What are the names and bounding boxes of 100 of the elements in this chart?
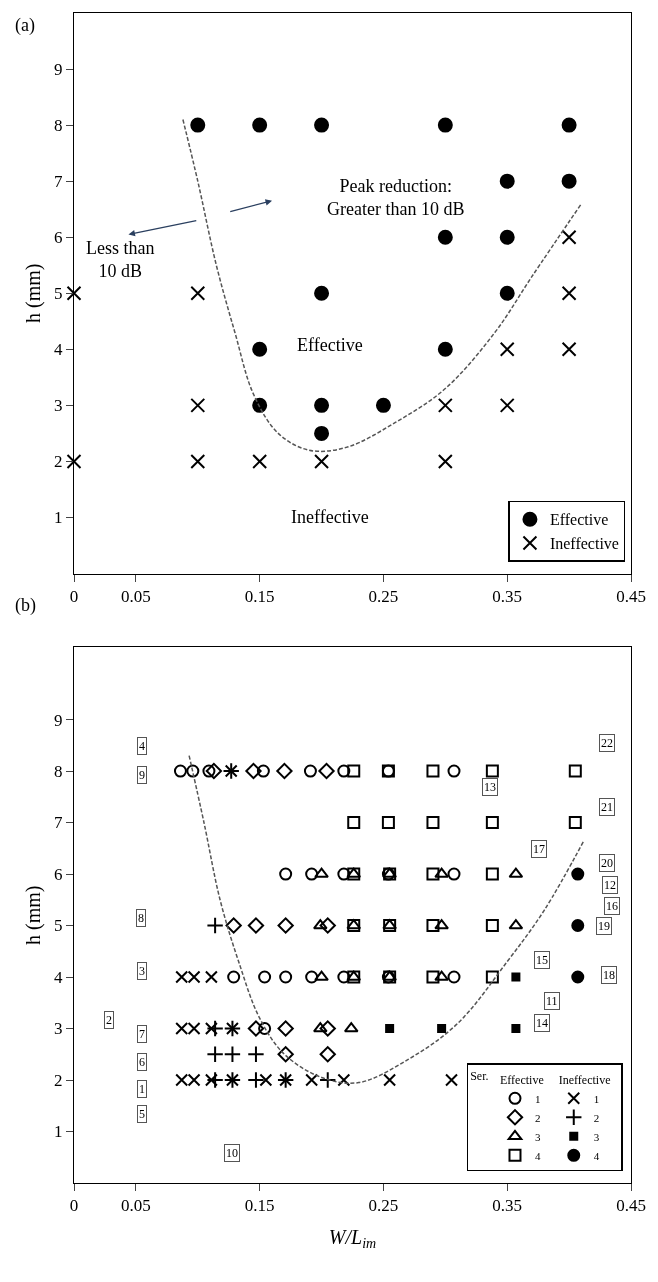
point: [190, 397, 206, 413]
point: [499, 397, 515, 413]
annotation: 3: [139, 964, 145, 978]
point: [314, 970, 329, 981]
point: [303, 764, 317, 778]
point: [561, 229, 577, 245]
point: [247, 917, 265, 934]
annotation: 12: [604, 878, 616, 892]
point: [252, 117, 268, 133]
x-tick-label: 0.05: [121, 586, 151, 606]
point: [426, 970, 440, 984]
point: [252, 453, 268, 469]
point: [485, 970, 499, 984]
y-tick-label: 4: [54, 340, 64, 360]
y-tick-label: 9: [54, 60, 63, 79]
point: [447, 764, 461, 778]
point: [434, 970, 449, 981]
legend-label: 2: [534, 1111, 541, 1124]
point: [277, 1020, 294, 1037]
x-tick-label: 0: [69, 1196, 79, 1216]
annotation: 20: [601, 856, 613, 870]
x-tick-label: 0: [69, 586, 79, 606]
point: [445, 1073, 459, 1087]
point: [259, 1073, 273, 1087]
point: [485, 764, 499, 778]
point: [561, 285, 577, 301]
x-tick-label: 0.45: [616, 586, 646, 606]
point: [225, 917, 242, 934]
annotation: 18: [603, 968, 615, 982]
point: [561, 173, 577, 189]
point: [314, 425, 330, 441]
point: [319, 1046, 336, 1063]
point: [252, 397, 268, 413]
point: [258, 970, 272, 984]
chart-title: (a): [15, 15, 35, 36]
point: [337, 1073, 351, 1087]
point: [571, 919, 585, 933]
annotation: Peak reduction: Greater than 10 dB: [327, 176, 465, 220]
annotation: 2: [106, 1013, 112, 1027]
x-tick-label: 0.45: [616, 1196, 646, 1216]
annotation: 4: [139, 739, 145, 753]
point: [190, 453, 206, 469]
point: [186, 764, 200, 778]
point: [318, 762, 335, 780]
point: [447, 867, 461, 881]
point: [437, 453, 453, 469]
y-tick-label: 5: [54, 916, 63, 936]
point: [381, 816, 395, 830]
chart-title: (b): [15, 595, 36, 616]
y-tick-label: 2: [54, 1070, 63, 1090]
point: [571, 867, 585, 881]
point: [437, 1024, 447, 1034]
legend-label: 2: [593, 1111, 600, 1124]
point: [305, 1073, 319, 1087]
annotation: 5: [139, 1107, 145, 1121]
annotation: Ineffective: [291, 507, 369, 527]
point: [434, 919, 449, 930]
point: [437, 117, 453, 133]
y-tick-label: 1: [54, 1122, 63, 1142]
point: [173, 764, 187, 778]
legend-label: Effective: [549, 511, 609, 529]
point: [485, 816, 499, 830]
point: [426, 764, 440, 778]
annotation: 22: [601, 736, 613, 750]
y-tick-label: 9: [54, 710, 63, 730]
x-tick-label: 0.05: [121, 1196, 151, 1216]
point: [66, 285, 82, 301]
point: [319, 1020, 336, 1037]
point: [314, 453, 330, 469]
legend-label: 3: [534, 1130, 541, 1143]
legend-title: Ser.: [470, 1069, 489, 1084]
point: [499, 285, 515, 301]
x-axis-title: W/L$_{im}$: [328, 1225, 377, 1252]
legend-label: 4: [534, 1149, 541, 1162]
annotation: Less than 10 dB: [86, 238, 155, 282]
point: [319, 1071, 337, 1089]
y-tick-label: 2: [54, 452, 63, 472]
y-tick-label: 3: [54, 396, 63, 416]
x-tick-label: 0.15: [244, 586, 275, 606]
annotation: Ineffective: [558, 1072, 611, 1087]
point: [499, 173, 515, 189]
annotation: 19: [598, 919, 610, 933]
point: [305, 867, 319, 881]
point: [190, 285, 206, 301]
point: [426, 919, 440, 933]
point: [256, 764, 270, 778]
point: [499, 229, 515, 245]
y-axis-title: h (mm): [21, 263, 45, 323]
point: [561, 341, 577, 357]
point: [247, 1020, 265, 1037]
point: [190, 117, 206, 133]
point: [314, 867, 329, 878]
point: [247, 1071, 265, 1089]
point: [347, 764, 361, 778]
point: [437, 229, 453, 245]
point: [499, 341, 515, 357]
annotation: 10: [226, 1146, 238, 1160]
point: [223, 1045, 242, 1063]
point: [206, 1045, 224, 1063]
y-tick-label: 5: [54, 284, 63, 304]
